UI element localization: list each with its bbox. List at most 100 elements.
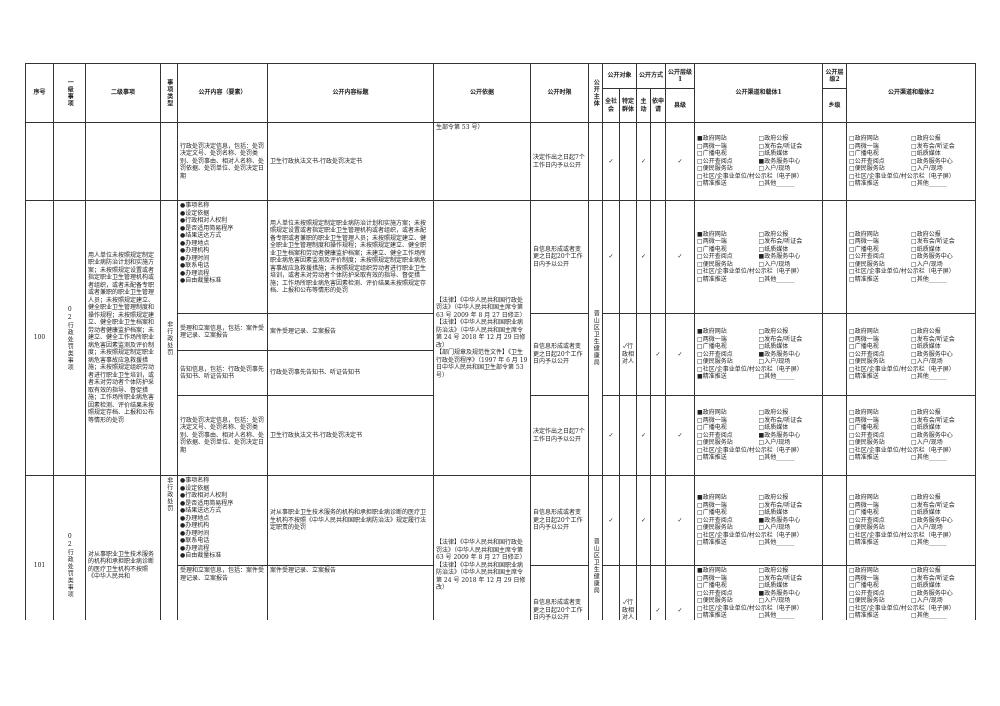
channel-option: □政府公报 bbox=[911, 328, 941, 336]
list-line: 【法律】《中华人民共和国职业病防治法》（中华人民共和国主席令第 24 号 201… bbox=[436, 319, 526, 349]
type-cell: 非行政处罚 bbox=[160, 200, 178, 476]
channel-list: □政府网站 □政府公报 □两微一端 □发布会/听证会 □广播电视 □纸质媒体 □公开查阅点 □… bbox=[849, 409, 973, 462]
channel-option: ■精准推送 bbox=[697, 373, 727, 381]
channel-cell: ■政府网站 □政府公报 □两微一端 □发布会/听证会 □广播电视 □纸质媒体 □公开查阅点 ■… bbox=[694, 122, 824, 201]
check-cell: ✓ bbox=[602, 122, 620, 201]
channel-cell: □政府网站 □政府公报 □两微一端 □发布会/听证会 □广播电视 □纸质媒体 □公开查阅点 □… bbox=[846, 122, 976, 201]
channel-option: □入户/现场 bbox=[758, 439, 791, 447]
list-line: ●办理地点 bbox=[180, 239, 210, 247]
check-cell: ✓ bbox=[602, 200, 620, 314]
channel-option: □其他______ bbox=[911, 373, 947, 381]
title-cell: 案件受理记录、立案报告 bbox=[267, 313, 434, 351]
channel-option: □纸质媒体 bbox=[911, 424, 941, 432]
header-cell: 公开时限 bbox=[530, 63, 589, 123]
list-line: ●自由裁量标准 bbox=[180, 277, 222, 284]
list-line: ●行政相对人权利 bbox=[180, 492, 228, 499]
channel-option: □政府网站 bbox=[849, 409, 879, 417]
channel-option: □政府公报 bbox=[758, 328, 789, 336]
channel-option: □政府公报 bbox=[758, 567, 789, 574]
channel-list: □政府网站 □政府公报 □两微一端 □发布会/听证会 □广播电视 □纸质媒体 □公开查阅点 □… bbox=[849, 494, 973, 547]
channel-option: □政府公报 bbox=[911, 230, 941, 238]
channel-list: ■政府网站 □政府公报 □两微一端 □发布会/听证会 □广播电视 □纸质媒体 □公开查阅点 ■… bbox=[697, 409, 820, 462]
channel-option: □其他______ bbox=[758, 180, 795, 188]
time-cell: 自信息形成或者变更之日起20个工作日内予以公开 bbox=[530, 313, 589, 396]
title-cell: 卫生行政执法文书-行政处罚决定书 bbox=[267, 122, 434, 201]
header-cell: 公开层级1 bbox=[665, 63, 696, 89]
channel-option: □发布会/听证会 bbox=[911, 501, 955, 509]
channel-list: ■政府网站 □政府公报 □两微一端 □发布会/听证会 □广播电视 □纸质媒体 □公开查阅点 ■… bbox=[697, 328, 820, 381]
list-line: ●结果送达方式 bbox=[180, 232, 222, 239]
list-line: ●办理机构 bbox=[180, 522, 210, 529]
check-cell: ✓ bbox=[665, 122, 696, 201]
cell bbox=[650, 200, 667, 314]
type-text: 非行政处罚 bbox=[165, 477, 173, 512]
channel-option: □政府网站 bbox=[849, 135, 879, 143]
channel-option: □精准推送 bbox=[849, 373, 879, 381]
channel-option: □政府公报 bbox=[758, 409, 789, 417]
check-cell: ✓ bbox=[636, 475, 652, 566]
channel-cell: □政府网站 □政府公报 □两微一端 □发布会/听证会 □广播电视 □纸质媒体 □公开查阅点 □… bbox=[846, 395, 976, 476]
channel-option: ■政务服务中心 bbox=[758, 431, 801, 439]
list-line: ●办理地点 bbox=[180, 514, 210, 522]
channel-list: ■政府网站 □政府公报 □两微一端 □发布会/听证会 □广播电视 □纸质媒体 □公开查阅点 ■… bbox=[697, 231, 820, 284]
channel-option: □政府网站 bbox=[849, 230, 879, 238]
channel-option: □广播电视 bbox=[849, 343, 879, 351]
channel-option: □广播电视 bbox=[697, 509, 727, 517]
channel-option: ■政务服务中心 bbox=[758, 350, 801, 358]
list-line: ●是否适用简易程序 bbox=[180, 499, 234, 507]
list-line: 【法律】《中华人民共和国职业病防治法》（中华人民共和国主席令第 24 号 201… bbox=[436, 561, 526, 592]
channel-option: □纸质媒体 bbox=[758, 245, 789, 253]
time-cell: 自信息形成或者变更之日起20个工作日内予以公开 bbox=[530, 565, 589, 620]
title-cell: 案件受理记录、立案报告 bbox=[267, 565, 434, 620]
channel-option: □政府公报 bbox=[758, 494, 789, 502]
channel-option: □政府网站 bbox=[849, 567, 879, 574]
channel-option: ■政府网站 bbox=[697, 230, 727, 238]
title-cell: 用人单位未按照规定制定职业病防治计划和实施方案；未按照规定设置或者指定职业卫生管… bbox=[267, 200, 434, 314]
channel-cell: ■政府网站 □政府公报 □两微一端 □发布会/听证会 □广播电视 □纸质媒体 □公开查阅点 ■… bbox=[694, 395, 824, 476]
channel-list: □政府网站 □政府公报 □两微一端 □发布会/听证会 □广播电视 □纸质媒体 □公开查阅点 □… bbox=[849, 135, 973, 188]
list-line: ●联系电话 bbox=[180, 537, 210, 544]
channel-option: ■政府网站 bbox=[697, 494, 727, 502]
channel-option: □社区/企事业单位/村公示栏（电子屏） bbox=[849, 531, 955, 539]
channel-list: □政府网站 □政府公报 □两微一端 □发布会/听证会 □广播电视 □纸质媒体 □公开查阅点 □… bbox=[849, 328, 973, 381]
cell bbox=[25, 122, 54, 201]
channel-option: □便民服务站 bbox=[697, 358, 733, 366]
channel-option: □社区/企事业单位/村公示栏（电子屏） bbox=[697, 365, 803, 373]
list-line: ●设定依据 bbox=[180, 209, 210, 217]
level2-cell: 对从事职业卫生技术服务的机构和承担职业病诊断的医疗卫生机构不按照《中华人民共和 bbox=[85, 475, 161, 620]
cell bbox=[602, 313, 620, 396]
channel-option: □精准推送 bbox=[697, 539, 727, 547]
channel-option: □广播电视 bbox=[849, 582, 879, 589]
channel-option: □其他______ bbox=[758, 539, 795, 547]
channel-option: □精准推送 bbox=[849, 454, 879, 462]
basis-cell: 生部令第 53 号） bbox=[433, 122, 531, 201]
subject-text: 晋山区卫生健康局 bbox=[592, 537, 600, 594]
channel-option: □广播电视 bbox=[697, 582, 727, 589]
channel-option: □两微一端 bbox=[697, 142, 727, 150]
list-line: 【法律】《中华人民共和国行政处罚法》（中华人民共和国主席令第 63 号 2009… bbox=[436, 539, 526, 562]
header-cell: 公开渠道和载体1 bbox=[694, 63, 824, 123]
time-cell: 自信息形成或者变更之日起20个工作日内予以公开 bbox=[530, 200, 589, 314]
channel-option: □广播电视 bbox=[697, 245, 727, 253]
channel-option: □发布会/听证会 bbox=[911, 335, 955, 343]
content-cell: 告知信息，包括：行政处罚事先告知书、听证告知书 bbox=[177, 350, 268, 396]
channel-option: □两微一端 bbox=[697, 501, 727, 509]
channel-option: □入户/现场 bbox=[758, 358, 791, 366]
content-cell: 受理和立案信息，包括：案件受理记录、立案报告 bbox=[177, 565, 268, 620]
channel-option: □其他______ bbox=[758, 612, 795, 619]
cell bbox=[53, 122, 86, 201]
channel-option: □社区/企事业单位/村公示栏（电子屏） bbox=[697, 172, 803, 180]
channel-option: □社区/企事业单位/村公示栏（电子屏） bbox=[849, 604, 955, 612]
cell bbox=[85, 122, 161, 201]
content-cell: ●事项名称 ●设定依据 ●行政相对人权利 ●是否适用简易程序 ●结果送达方式 ●办理地点 ●… bbox=[177, 200, 268, 314]
seq-cell: 101 bbox=[25, 475, 54, 620]
channel-option: □发布会/听证会 bbox=[758, 142, 803, 150]
subject-text: 晋山区卫生健康局 bbox=[592, 310, 600, 366]
channel-option: □便民服务站 bbox=[849, 260, 885, 268]
channel-option: □公开查阅点 bbox=[849, 157, 885, 165]
channel-option: □两微一端 bbox=[849, 574, 879, 582]
time-cell: 决定作出之日起7个工作日内予以公开 bbox=[530, 395, 589, 476]
channel-option: □公开查阅点 bbox=[697, 253, 733, 261]
channel-option: □两微一端 bbox=[849, 142, 879, 150]
check-cell: ✓ bbox=[665, 475, 696, 566]
